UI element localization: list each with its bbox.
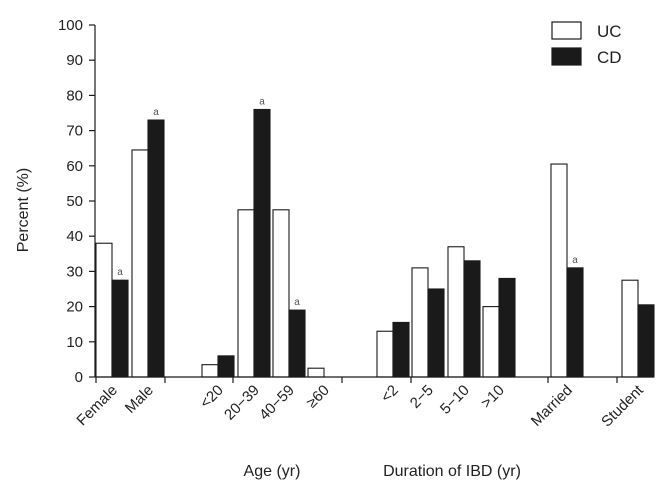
bar-cd (147, 119, 165, 378)
x-tick-label: 5−10 (437, 382, 473, 418)
bar-uc (482, 306, 500, 378)
x-tick-label: Male (122, 382, 157, 417)
y-tick-label: 20 (66, 299, 83, 316)
bar-cd (288, 309, 306, 378)
significance-marker: a (117, 267, 123, 278)
y-tick-label: 90 (66, 52, 83, 69)
bar-uc (95, 242, 113, 378)
y-axis-title: Percent (%) (15, 168, 32, 252)
y-tick-label: 60 (66, 158, 83, 175)
bar-uc (131, 149, 149, 378)
bar-cd (217, 355, 235, 378)
significance-marker: a (153, 107, 159, 118)
bar-cd (427, 288, 445, 378)
y-tick-label: 100 (58, 17, 83, 34)
x-tick-label: <2 (378, 382, 402, 406)
legend: UC CD (551, 21, 622, 67)
bar-uc (621, 279, 639, 378)
bar-cd (463, 260, 481, 378)
y-tick-label: 50 (66, 193, 83, 210)
bar-cd (498, 277, 516, 378)
y-tick-label: 0 (75, 369, 83, 386)
bar-uc (201, 364, 219, 378)
y-tick-label: 40 (66, 228, 83, 245)
legend-label-cd: CD (597, 48, 622, 67)
x-tick-label: <20 (197, 382, 227, 412)
bars (95, 108, 655, 378)
legend-swatch-uc (551, 21, 582, 40)
group-label-age: Age (yr) (244, 463, 301, 480)
x-tick-label: 40−59 (256, 382, 298, 424)
bar-cd (111, 279, 129, 378)
bar-cd (253, 108, 271, 378)
x-tick-label: >10 (478, 382, 508, 412)
x-tick-label: Female (73, 382, 120, 429)
annotations: a a a a a (117, 96, 578, 308)
legend-label-uc: UC (597, 22, 622, 41)
bar-uc (237, 209, 255, 378)
group-label-duration: Duration of IBD (yr) (383, 463, 521, 480)
bar-uc (411, 267, 429, 378)
x-tick-label: Married (528, 382, 576, 430)
legend-swatch-cd (551, 47, 582, 66)
significance-marker: a (294, 297, 300, 308)
bar-uc (272, 209, 290, 378)
x-tick-label: ≥60 (303, 382, 333, 412)
x-tick-label: 2−5 (407, 382, 437, 412)
bar-cd (392, 321, 410, 378)
y-tick-label: 70 (66, 123, 83, 140)
x-tick-label: Student (598, 381, 647, 430)
bar-uc (447, 246, 465, 378)
y-tick-label: 30 (66, 263, 83, 280)
bar-cd (566, 267, 584, 378)
significance-marker: a (572, 255, 578, 266)
bar-uc (376, 330, 394, 378)
y-tick-label: 10 (66, 334, 83, 351)
y-axis: 0 10 20 30 40 50 60 70 80 90 100 (58, 17, 96, 386)
bar-uc (550, 163, 568, 378)
bar-uc (307, 367, 325, 378)
y-tick-label: 80 (66, 87, 83, 104)
significance-marker: a (259, 96, 265, 107)
bar-cd (637, 304, 655, 378)
x-tick-label: 20−39 (221, 382, 263, 424)
